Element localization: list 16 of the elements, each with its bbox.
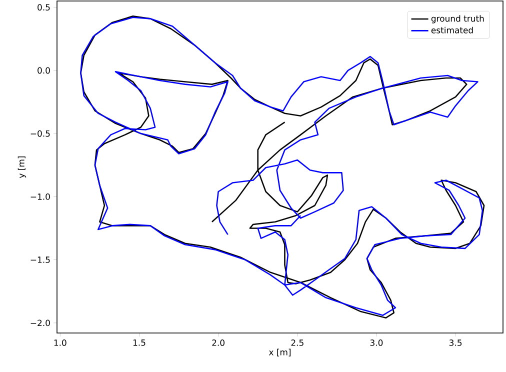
- legend-label: ground truth: [431, 15, 484, 24]
- y-tick-label: −0.5: [30, 130, 50, 137]
- y-axis-title: y [m]: [18, 156, 26, 178]
- y-tick-label: −1.0: [30, 193, 50, 200]
- x-tick-label: 2.0: [212, 340, 224, 346]
- y-tick-label: 0.0: [38, 67, 50, 74]
- x-tick-label: 3.0: [370, 340, 383, 346]
- y-tick-label: −2.0: [30, 320, 50, 326]
- x-tick-label: 3.5: [449, 340, 462, 346]
- y-tick-label: −1.5: [30, 256, 50, 263]
- x-axis-title: x [m]: [268, 348, 291, 356]
- y-tick-label: 0.5: [38, 4, 50, 11]
- x-tick-label: 2.5: [291, 340, 304, 346]
- legend-label: estimated: [431, 26, 473, 34]
- x-tick-label: 1.0: [54, 340, 66, 346]
- x-tick-label: 1.5: [133, 340, 146, 346]
